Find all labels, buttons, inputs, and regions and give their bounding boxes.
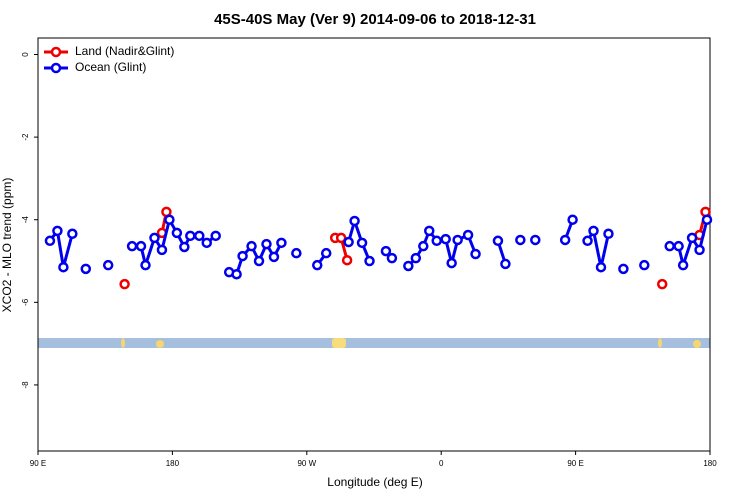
data-point xyxy=(102,259,114,271)
data-point xyxy=(179,241,190,253)
band-patch xyxy=(658,338,662,348)
data-point xyxy=(140,259,151,271)
data-point xyxy=(237,250,248,262)
data-point xyxy=(618,263,629,275)
data-point xyxy=(67,228,78,240)
data-point xyxy=(424,225,435,237)
data-point xyxy=(431,235,442,247)
data-point xyxy=(446,257,457,269)
data-point xyxy=(639,259,650,271)
data-point xyxy=(656,278,668,290)
x-tick-label: 90 E xyxy=(30,459,46,468)
data-point xyxy=(261,238,272,250)
y-tick-label: -4 xyxy=(21,216,30,224)
data-point xyxy=(603,228,614,240)
plot-frame xyxy=(37,37,711,452)
data-point xyxy=(291,247,302,259)
band-patch xyxy=(332,338,346,348)
data-point xyxy=(349,215,360,227)
data-point xyxy=(595,261,607,273)
data-point xyxy=(677,259,689,271)
data-point xyxy=(582,235,593,247)
data-point xyxy=(341,254,353,266)
band-patch xyxy=(121,338,125,348)
data-point xyxy=(686,232,698,244)
legend-marker xyxy=(50,46,62,58)
data-point xyxy=(364,255,375,267)
data-point xyxy=(135,240,147,252)
x-tick-label: 0 xyxy=(439,459,444,468)
data-point xyxy=(58,261,69,273)
data-point xyxy=(312,259,323,271)
data-point xyxy=(559,234,571,246)
data-point xyxy=(664,240,675,252)
data-point xyxy=(276,237,287,249)
legend-label: Ocean (Glint) xyxy=(75,60,146,74)
y-tick-label: -8 xyxy=(21,381,30,389)
data-point xyxy=(126,240,138,252)
data-point xyxy=(470,248,481,260)
data-point xyxy=(253,255,265,267)
data-point xyxy=(452,234,463,246)
data-point xyxy=(80,263,92,275)
x-axis-label: Longitude (deg E) xyxy=(327,475,422,489)
data-point xyxy=(515,234,526,246)
data-point xyxy=(268,251,280,263)
data-point xyxy=(320,247,332,259)
data-point xyxy=(231,268,242,280)
data-point xyxy=(44,235,56,247)
data-point xyxy=(530,234,541,246)
data-point xyxy=(588,225,599,237)
y-tick-label: -6 xyxy=(21,298,30,306)
data-point xyxy=(410,252,422,264)
band xyxy=(38,338,710,348)
data-point xyxy=(694,244,705,256)
data-point xyxy=(149,232,160,244)
data-point xyxy=(380,245,392,257)
data-point xyxy=(210,230,221,242)
data-point xyxy=(201,237,212,249)
band-patch xyxy=(156,340,164,348)
y-tick-label: 0 xyxy=(21,52,30,57)
data-point xyxy=(185,230,196,242)
legend-marker xyxy=(50,62,62,74)
data-point xyxy=(335,232,347,244)
y-tick-label: -2 xyxy=(21,133,30,141)
x-tick-label: 90 E xyxy=(567,459,583,468)
legend-label: Land (Nadir&Glint) xyxy=(75,44,174,58)
x-tick-label: 90 W xyxy=(297,459,316,468)
data-point xyxy=(171,227,183,239)
data-point xyxy=(156,244,168,256)
data-point xyxy=(386,252,398,264)
data-point xyxy=(164,214,175,225)
land-mask-band xyxy=(38,338,710,348)
data-point xyxy=(119,278,130,290)
data-point xyxy=(194,230,205,242)
data-point xyxy=(440,233,451,245)
chart-title: 45S-40S May (Ver 9) 2014-09-06 to 2018-1… xyxy=(214,11,536,28)
data-point xyxy=(418,240,429,252)
x-tick-label: 180 xyxy=(703,459,717,468)
data-point xyxy=(343,236,354,248)
data-point xyxy=(567,214,578,225)
data-point xyxy=(462,229,474,241)
data-point xyxy=(673,240,684,252)
y-axis-label: XCO2 - MLO trend (ppm) xyxy=(0,178,14,313)
data-point xyxy=(500,258,511,270)
data-point xyxy=(492,235,504,247)
x-tick-label: 180 xyxy=(166,459,180,468)
data-point xyxy=(701,214,713,225)
data-point xyxy=(403,260,414,272)
data-point xyxy=(52,225,63,237)
band-patch xyxy=(693,340,701,348)
data-point xyxy=(356,237,368,249)
data-point xyxy=(246,240,257,252)
